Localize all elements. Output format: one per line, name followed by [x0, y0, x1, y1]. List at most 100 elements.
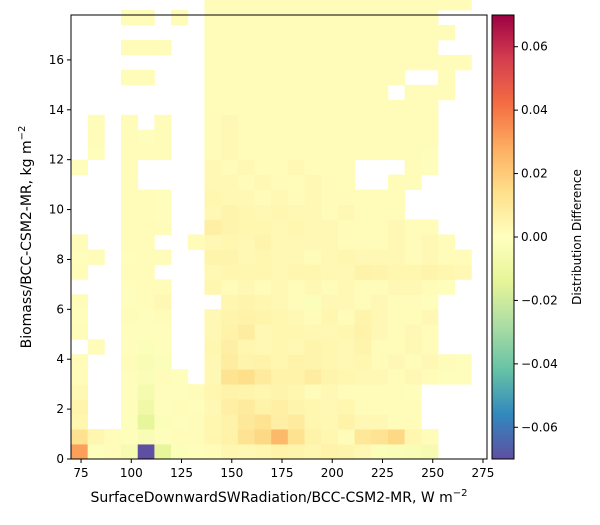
heatmap-cell — [287, 429, 305, 445]
heatmap-cell — [237, 219, 255, 235]
heatmap-cell — [154, 324, 172, 340]
heatmap-cell — [221, 369, 239, 385]
heatmap-cell — [337, 84, 355, 101]
heatmap-cell — [271, 114, 289, 131]
heatmap-cell — [137, 414, 155, 430]
heatmap-cell — [354, 10, 372, 26]
heatmap-cell — [254, 384, 272, 400]
heatmap-cell — [221, 204, 239, 220]
heatmap-cell — [137, 444, 155, 460]
heatmap-cell — [154, 414, 172, 430]
heatmap-cell — [387, 24, 405, 41]
heatmap-cell — [354, 444, 372, 460]
heatmap-cell — [387, 144, 405, 161]
heatmap-cell — [171, 444, 189, 460]
heatmap-cell — [71, 294, 89, 310]
heatmap-cell — [321, 69, 339, 86]
colorbar-tick-label: −0.06 — [521, 420, 558, 434]
heatmap-cell — [221, 444, 239, 460]
heatmap-cell — [221, 114, 239, 131]
heatmap-cell — [204, 54, 222, 71]
y-tick-label: 16 — [49, 53, 64, 67]
heatmap-cell — [254, 414, 272, 430]
heatmap-cell — [137, 249, 155, 265]
heatmap-cell — [104, 429, 122, 445]
heatmap-cell — [237, 309, 255, 325]
heatmap-cell — [304, 0, 322, 11]
heatmap-cell — [254, 99, 272, 116]
x-tick-label: 150 — [220, 466, 243, 480]
heatmap-cell — [321, 174, 339, 191]
heatmap-cell — [387, 54, 405, 71]
heatmap-cell — [121, 399, 139, 415]
heatmap-cell — [187, 234, 205, 250]
heatmap-cell — [371, 279, 389, 295]
heatmap-cell — [387, 0, 405, 11]
heatmap-cell — [137, 189, 155, 205]
heatmap-cell — [437, 234, 456, 250]
heatmap-cell — [337, 384, 355, 400]
heatmap-cell — [137, 429, 155, 445]
heatmap-cell — [237, 369, 255, 385]
heatmap-cell — [154, 219, 172, 235]
heatmap-cell — [204, 309, 222, 325]
heatmap-cell — [271, 234, 289, 250]
heatmap-cell — [371, 69, 389, 86]
heatmap-cell — [121, 339, 139, 355]
heatmap-cell — [221, 144, 239, 161]
heatmap-cell — [254, 429, 272, 445]
heatmap-cell — [237, 279, 255, 295]
heatmap-cell — [137, 279, 155, 295]
heatmap-cell — [437, 264, 456, 280]
heatmap-cell — [304, 174, 322, 191]
heatmap-cell — [221, 0, 239, 11]
heatmap-cell — [71, 369, 89, 385]
heatmap-cell — [304, 39, 322, 56]
heatmap-cell — [287, 264, 305, 280]
heatmap-cell — [87, 129, 105, 146]
heatmap-cell — [404, 24, 422, 41]
heatmap-cell — [321, 99, 339, 116]
heatmap-cell — [221, 324, 239, 340]
y-axis-label-exponent: −2 — [17, 126, 28, 141]
heatmap-cell — [271, 249, 289, 265]
heatmap-cell — [121, 234, 139, 250]
heatmap-cell — [337, 204, 355, 220]
heatmap-cell — [87, 429, 105, 445]
heatmap-cell — [421, 159, 439, 176]
heatmap-cell — [237, 324, 255, 340]
heatmap-cell — [271, 294, 289, 310]
heatmap-cell — [237, 234, 255, 250]
heatmap-cell — [154, 129, 172, 146]
colorbar-tick-label: −0.04 — [521, 357, 558, 371]
heatmap-cell — [137, 204, 155, 220]
heatmap-cell — [154, 204, 172, 220]
heatmap-cell — [387, 279, 405, 295]
heatmap-cell — [371, 324, 389, 340]
heatmap-cell — [387, 429, 405, 445]
heatmap-cell — [254, 339, 272, 355]
heatmap-cell — [321, 264, 339, 280]
heatmap-cell — [404, 399, 422, 415]
heatmap-cell — [421, 144, 439, 161]
heatmap-cell — [304, 99, 322, 116]
heatmap-cell — [271, 369, 289, 385]
heatmap-cell — [404, 339, 422, 355]
heatmap-cell — [254, 204, 272, 220]
heatmap-cell — [237, 129, 255, 146]
heatmap-cell — [404, 279, 422, 295]
heatmap-cell — [254, 69, 272, 86]
heatmap-cell — [271, 0, 289, 11]
heatmap-cell — [121, 189, 139, 205]
heatmap-cell — [304, 294, 322, 310]
y-axis-label: Biomass/BCC-CSM2-MR, kg m−2 — [17, 126, 35, 349]
heatmap-cell — [354, 114, 372, 131]
heatmap-cell — [254, 234, 272, 250]
heatmap-cell — [237, 0, 255, 11]
heatmap-cell — [304, 54, 322, 71]
heatmap-cell — [154, 369, 172, 385]
heatmap-cell — [321, 114, 339, 131]
heatmap-cell — [404, 444, 422, 460]
colorbar-tick-label: 0.04 — [521, 103, 548, 117]
heatmap-cell — [204, 429, 222, 445]
